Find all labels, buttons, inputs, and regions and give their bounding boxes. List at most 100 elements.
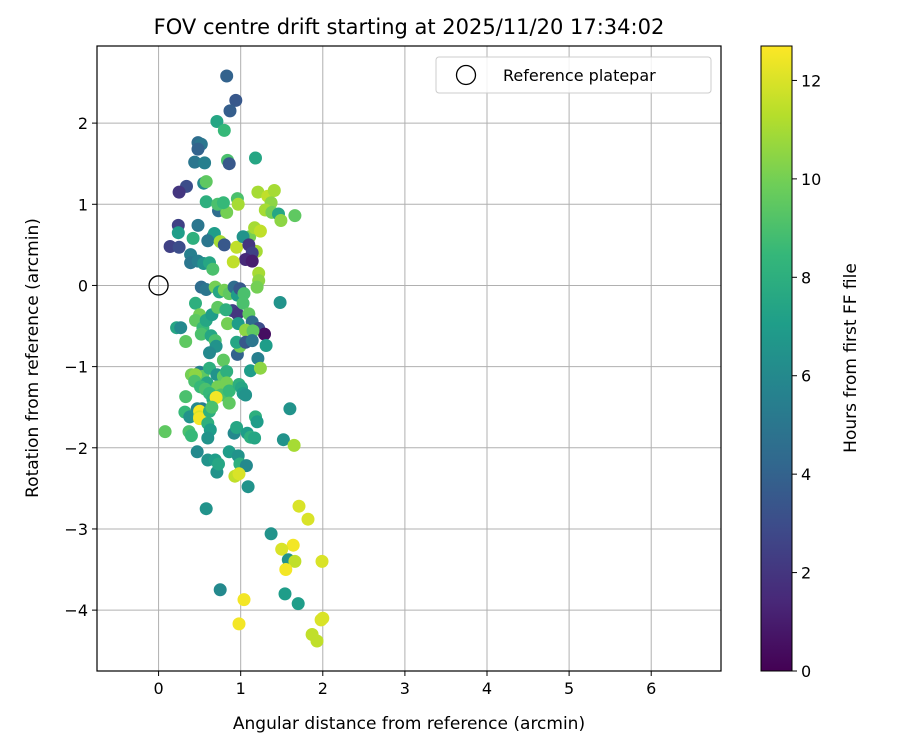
data-point <box>315 554 329 568</box>
chart-title: FOV centre drift starting at 2025/11/20 … <box>154 15 665 39</box>
data-point <box>212 457 225 471</box>
data-point <box>206 262 220 276</box>
data-point <box>172 240 186 254</box>
data-point <box>179 335 193 348</box>
data-point <box>286 538 300 552</box>
colorbar-tick-label: 2 <box>801 564 811 583</box>
data-point <box>219 303 233 317</box>
y-tick-label: −4 <box>64 601 88 620</box>
data-point <box>230 240 244 254</box>
x-axis-label: Angular distance from reference (arcmin) <box>233 714 585 734</box>
data-point <box>258 327 271 341</box>
data-point <box>174 321 188 335</box>
y-tick-label: 1 <box>78 195 88 214</box>
data-point <box>292 499 306 513</box>
data-point <box>222 157 236 171</box>
data-point <box>199 502 213 516</box>
x-axis-ticks: 0 1 2 3 4 5 6 <box>153 671 656 698</box>
colorbar-tick-label: 0 <box>801 662 811 681</box>
data-point <box>249 151 262 165</box>
x-tick-label: 3 <box>400 679 410 698</box>
data-point <box>283 402 297 416</box>
colorbar-tick-label: 12 <box>801 71 821 90</box>
data-point <box>198 156 212 170</box>
x-tick-label: 1 <box>236 679 246 698</box>
legend-box <box>435 56 712 94</box>
data-point <box>246 324 260 338</box>
data-point <box>287 438 301 452</box>
data-point <box>191 142 205 156</box>
reference-platepar-marker <box>148 275 169 296</box>
data-point <box>223 104 237 118</box>
colorbar <box>760 45 793 672</box>
data-point <box>301 512 315 526</box>
x-tick-label: 6 <box>646 679 656 698</box>
data-point <box>236 296 250 310</box>
data-point <box>199 175 213 189</box>
data-point <box>222 384 236 398</box>
y-axis-ticks: 2 1 0 −1 −2 −3 −4 <box>64 114 97 620</box>
data-point <box>184 429 198 443</box>
data-point <box>216 196 230 210</box>
data-point <box>229 93 243 107</box>
data-point <box>217 123 231 137</box>
data-point <box>253 224 267 238</box>
data-point <box>179 390 193 404</box>
data-point <box>221 317 234 331</box>
data-point <box>245 254 259 268</box>
data-point <box>201 234 215 248</box>
data-point <box>288 209 302 223</box>
plot-frame <box>96 45 722 672</box>
legend: Reference platepar <box>435 56 712 94</box>
data-point <box>239 388 253 402</box>
legend-marker <box>455 64 477 86</box>
data-point <box>230 307 244 321</box>
y-axis-label: Rotation from reference (arcmin) <box>23 218 43 498</box>
data-point <box>216 353 230 367</box>
data-point <box>237 593 251 607</box>
data-point <box>220 365 234 378</box>
data-point <box>276 433 290 447</box>
data-point <box>275 542 289 556</box>
data-point <box>230 335 244 349</box>
data-point <box>171 226 185 240</box>
data-points <box>148 69 330 648</box>
x-tick-label: 0 <box>153 679 163 698</box>
colorbar-tick-label: 10 <box>801 170 821 189</box>
data-point <box>274 214 288 227</box>
data-point <box>222 396 236 410</box>
data-point <box>232 617 246 631</box>
y-tick-label: −3 <box>64 520 88 539</box>
data-point <box>226 255 240 269</box>
colorbar-tick-label: 6 <box>801 367 811 386</box>
data-point <box>267 184 281 197</box>
data-point <box>278 587 292 601</box>
data-point <box>209 391 223 404</box>
data-point <box>205 400 219 414</box>
data-point <box>210 115 224 128</box>
data-point <box>314 613 328 627</box>
data-point <box>172 185 186 199</box>
x-tick-label: 5 <box>564 679 574 698</box>
data-point <box>217 238 231 252</box>
data-point <box>241 480 255 494</box>
data-point <box>279 563 293 576</box>
data-point <box>244 364 257 378</box>
data-point <box>201 431 215 445</box>
y-tick-label: 0 <box>78 276 88 295</box>
colorbar-tick-label: 8 <box>801 268 811 287</box>
data-point <box>158 425 172 439</box>
y-tick-label: −2 <box>64 439 88 458</box>
legend-label: Reference platepar <box>503 66 656 85</box>
y-tick-label: −1 <box>64 358 88 377</box>
data-point <box>183 410 197 424</box>
data-point <box>188 155 202 169</box>
data-point <box>288 554 302 568</box>
data-point <box>273 296 287 309</box>
data-point <box>203 346 216 360</box>
data-point <box>310 634 324 648</box>
x-tick-label: 4 <box>482 679 492 698</box>
data-point <box>250 280 264 294</box>
